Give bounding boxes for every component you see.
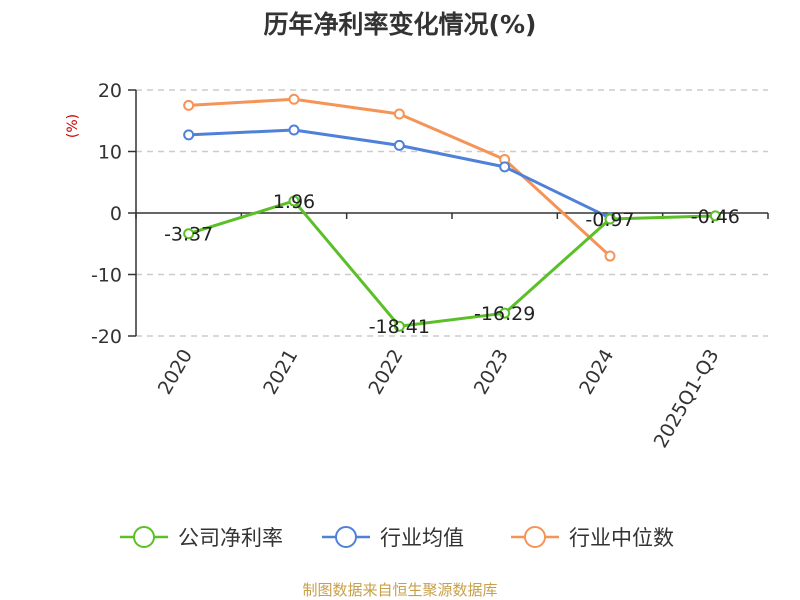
series-line-3	[188, 97, 612, 258]
data-point-3	[288, 93, 300, 105]
legend-marker	[133, 526, 155, 548]
x-tick-label: 2025Q1-Q3	[650, 346, 724, 452]
data-label: -0.97	[585, 209, 634, 231]
x-tick-label: 2022	[364, 346, 407, 399]
y-tick-label: 10	[98, 142, 122, 164]
data-point-2	[288, 124, 300, 136]
data-point-1	[183, 228, 195, 240]
x-tick-label: 2021	[259, 346, 302, 399]
data-point-1	[393, 320, 405, 332]
data-label: 1.96	[273, 191, 315, 213]
y-axis-unit: (%)	[65, 114, 81, 138]
data-label: -0.46	[691, 206, 740, 228]
legend-label: 公司净利率	[178, 526, 283, 550]
legend-label: 行业中位数	[569, 526, 674, 550]
legend-marker	[524, 526, 546, 548]
data-point-3	[393, 108, 405, 120]
data-source-note: 制图数据来自恒生聚源数据库	[302, 581, 497, 599]
y-tick-label: -10	[91, 265, 122, 287]
legend-marker	[335, 526, 357, 548]
series-line-1	[188, 199, 716, 328]
y-tick-label: -20	[91, 326, 122, 348]
data-point-3	[604, 250, 616, 262]
x-tick-label: 2023	[470, 346, 513, 399]
x-tick-label: 2020	[154, 346, 197, 399]
data-point-2	[499, 161, 511, 173]
data-label: -16.29	[474, 303, 535, 325]
legend-label: 行业均值	[380, 526, 464, 550]
data-point-1	[604, 213, 616, 225]
data-point-1	[709, 210, 721, 222]
data-point-1	[288, 195, 300, 207]
data-point-2	[183, 129, 195, 141]
data-point-2	[393, 139, 405, 151]
data-label: -18.41	[369, 316, 430, 338]
y-tick-label: 20	[98, 80, 122, 102]
data-label: -3.37	[164, 224, 213, 246]
chart-title: 历年净利率变化情况(%)	[264, 10, 537, 39]
y-tick-label: 0	[110, 203, 122, 225]
data-point-3	[183, 99, 195, 111]
x-tick-label: 2024	[575, 346, 618, 399]
data-point-1	[499, 307, 511, 319]
